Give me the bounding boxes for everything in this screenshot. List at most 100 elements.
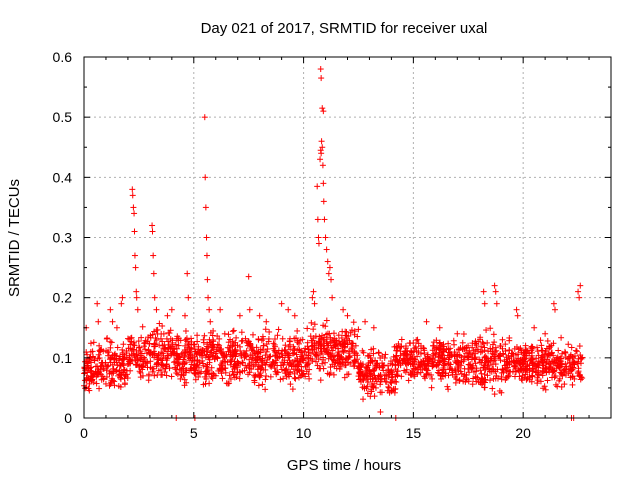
data-point <box>133 288 140 295</box>
data-point <box>98 359 105 366</box>
data-point <box>491 391 498 398</box>
data-point <box>461 356 468 363</box>
data-point <box>528 347 535 354</box>
data-point <box>524 369 531 376</box>
data-point <box>351 328 358 335</box>
data-point <box>414 353 421 360</box>
data-point <box>330 357 337 364</box>
data-point <box>238 352 245 359</box>
data-point <box>100 348 107 355</box>
data-point <box>243 364 250 371</box>
data-point <box>202 204 209 211</box>
data-point <box>347 354 354 361</box>
data-point <box>412 365 419 372</box>
data-point <box>360 396 367 403</box>
data-point <box>326 264 333 271</box>
data-point <box>460 378 467 385</box>
data-point <box>225 331 232 338</box>
data-point <box>572 347 579 354</box>
data-point <box>457 344 464 351</box>
data-point <box>445 340 452 347</box>
data-point <box>338 334 345 341</box>
data-point <box>137 374 144 381</box>
data-point <box>282 342 289 349</box>
data-point <box>562 360 569 367</box>
data-point <box>292 375 299 382</box>
data-point <box>262 326 269 333</box>
data-point <box>132 361 139 368</box>
data-point <box>174 371 181 378</box>
data-point <box>459 339 466 346</box>
data-point <box>251 379 258 386</box>
data-point <box>498 373 505 380</box>
data-point <box>481 300 488 307</box>
data-point <box>129 186 136 193</box>
data-point <box>456 352 463 359</box>
data-point <box>504 360 511 367</box>
data-point <box>491 282 498 289</box>
data-point <box>167 327 174 334</box>
data-point <box>341 339 348 346</box>
data-point <box>351 363 358 370</box>
data-point <box>477 349 484 356</box>
data-point <box>481 384 488 391</box>
data-point <box>359 371 366 378</box>
data-point <box>309 294 316 301</box>
data-point <box>351 350 358 357</box>
data-point <box>127 345 134 352</box>
data-point <box>565 341 572 348</box>
data-point <box>204 343 211 350</box>
data-point <box>363 385 370 392</box>
data-point <box>206 380 213 387</box>
data-point <box>415 364 422 371</box>
data-point <box>127 360 134 367</box>
data-point <box>576 294 583 301</box>
data-point <box>322 359 329 366</box>
data-point <box>263 372 270 379</box>
data-point <box>113 324 120 331</box>
data-point <box>256 363 263 370</box>
data-point <box>102 380 109 387</box>
data-point <box>321 216 328 223</box>
data-point <box>165 338 172 345</box>
data-point <box>254 356 261 363</box>
data-point <box>100 365 107 372</box>
data-point <box>207 329 214 336</box>
data-point <box>259 333 266 340</box>
data-point <box>469 381 476 388</box>
data-point <box>331 363 338 370</box>
data-point <box>472 354 479 361</box>
data-point <box>319 360 326 367</box>
y-axis-title: SRMTID / TECUs <box>6 179 23 297</box>
data-point <box>411 345 418 352</box>
data-point <box>365 360 372 367</box>
data-point <box>287 381 294 388</box>
data-point <box>498 389 505 396</box>
data-point <box>511 345 518 352</box>
data-point <box>163 363 170 370</box>
data-point <box>159 338 166 345</box>
data-point <box>556 362 563 369</box>
data-point <box>378 376 385 383</box>
data-point <box>135 350 142 357</box>
data-point <box>438 375 445 382</box>
data-point <box>389 361 396 368</box>
data-point <box>173 359 180 366</box>
data-point <box>441 355 448 362</box>
data-point <box>181 346 188 353</box>
data-point <box>192 376 199 383</box>
data-point <box>552 381 559 388</box>
data-point <box>234 364 241 371</box>
data-point <box>561 348 568 355</box>
data-point <box>253 355 260 362</box>
ticks-layer: 0 5 10 15 20 0 0.1 0.2 0.3 0.4 0.5 0.6 <box>53 49 611 441</box>
x-tick-label: 10 <box>296 425 312 441</box>
data-point <box>340 349 347 356</box>
data-point <box>208 373 215 380</box>
data-point <box>291 349 298 356</box>
data-point <box>286 338 293 345</box>
data-point <box>328 276 335 283</box>
data-point <box>542 365 549 372</box>
data-point <box>201 373 208 380</box>
